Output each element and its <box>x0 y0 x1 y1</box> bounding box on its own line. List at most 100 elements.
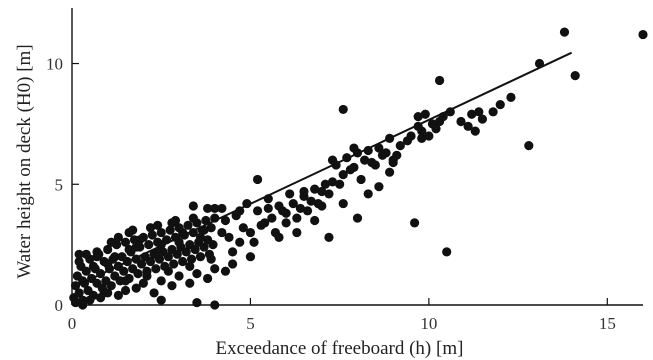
data-point <box>70 281 81 291</box>
y-tick-label: 5 <box>55 175 64 194</box>
data-point <box>217 203 227 214</box>
data-point <box>81 266 91 276</box>
data-point <box>263 203 273 214</box>
data-point <box>310 215 320 226</box>
data-point <box>156 295 166 305</box>
data-point <box>113 232 123 242</box>
data-point <box>188 201 198 211</box>
data-point <box>395 141 405 151</box>
data-point <box>192 297 202 308</box>
x-tick-label: 10 <box>420 314 437 333</box>
data-point <box>195 252 206 262</box>
data-point <box>195 232 206 242</box>
data-point <box>392 150 402 160</box>
data-point <box>245 252 256 262</box>
data-points <box>69 27 648 310</box>
data-point <box>169 259 179 269</box>
data-point <box>338 198 348 209</box>
data-point <box>295 203 305 214</box>
data-point <box>124 244 134 255</box>
data-point <box>431 124 441 134</box>
data-point <box>299 186 309 197</box>
data-point <box>338 104 348 115</box>
y-axis-label: Water height on deck (H0) [m] <box>14 44 35 278</box>
data-point <box>524 141 534 151</box>
data-point <box>638 29 648 40</box>
data-point <box>199 242 209 252</box>
data-point <box>185 278 195 288</box>
data-point <box>327 155 338 165</box>
data-point <box>167 281 177 291</box>
data-point <box>235 237 245 247</box>
data-point <box>420 109 430 119</box>
data-point <box>113 290 123 300</box>
data-point <box>413 112 423 122</box>
data-point <box>302 206 313 216</box>
x-axis-label: Exceedance of freeboard (h) [m] <box>216 338 464 359</box>
data-point <box>267 213 277 223</box>
data-point <box>424 131 434 141</box>
data-point <box>467 109 477 119</box>
data-point <box>310 184 320 194</box>
data-point <box>488 107 498 117</box>
data-point <box>203 203 213 214</box>
axis-ticks: 0 5 10 15 0 5 10 <box>46 55 616 333</box>
data-point <box>103 259 113 269</box>
data-point <box>131 242 141 252</box>
data-point <box>442 247 452 257</box>
data-point <box>181 247 191 257</box>
data-point <box>131 283 141 293</box>
data-point <box>410 218 420 228</box>
data-point <box>163 266 173 276</box>
x-tick-label: 5 <box>246 314 255 333</box>
data-point <box>156 227 166 238</box>
data-point <box>217 227 227 238</box>
data-point <box>238 223 248 233</box>
data-point <box>185 261 195 271</box>
data-point <box>147 230 157 240</box>
data-point <box>285 189 295 199</box>
x-tick-label: 0 <box>68 314 77 333</box>
data-point <box>434 75 445 86</box>
data-point <box>190 244 200 255</box>
data-point <box>106 237 116 247</box>
data-point <box>88 261 99 271</box>
data-point <box>120 285 131 296</box>
data-point <box>317 186 327 197</box>
data-point <box>163 252 173 262</box>
data-point <box>360 155 370 165</box>
data-point <box>349 143 359 153</box>
data-point <box>110 252 120 262</box>
data-point <box>145 223 156 233</box>
data-point <box>151 264 161 274</box>
data-point <box>245 227 256 238</box>
data-point <box>174 271 184 281</box>
data-point <box>306 196 316 206</box>
data-point <box>119 266 129 276</box>
data-point <box>174 237 184 247</box>
data-point <box>106 281 116 291</box>
data-point <box>356 174 366 185</box>
y-tick-label: 10 <box>46 55 63 74</box>
data-point <box>320 179 330 189</box>
data-point <box>120 276 131 286</box>
data-point <box>363 189 373 199</box>
data-point <box>345 165 355 175</box>
data-point <box>142 271 152 281</box>
data-point <box>210 264 220 274</box>
data-point <box>277 206 288 216</box>
data-point <box>149 288 159 298</box>
data-point <box>388 157 398 168</box>
data-point <box>374 182 384 192</box>
y-tick-label: 0 <box>55 296 64 315</box>
data-point <box>138 278 148 288</box>
data-point <box>252 206 263 216</box>
data-point <box>470 126 480 136</box>
data-point <box>170 215 181 226</box>
data-point <box>338 170 348 180</box>
data-point <box>103 244 113 255</box>
data-point <box>274 232 284 242</box>
data-point <box>128 225 138 235</box>
data-point <box>206 223 216 233</box>
data-point <box>474 107 484 117</box>
